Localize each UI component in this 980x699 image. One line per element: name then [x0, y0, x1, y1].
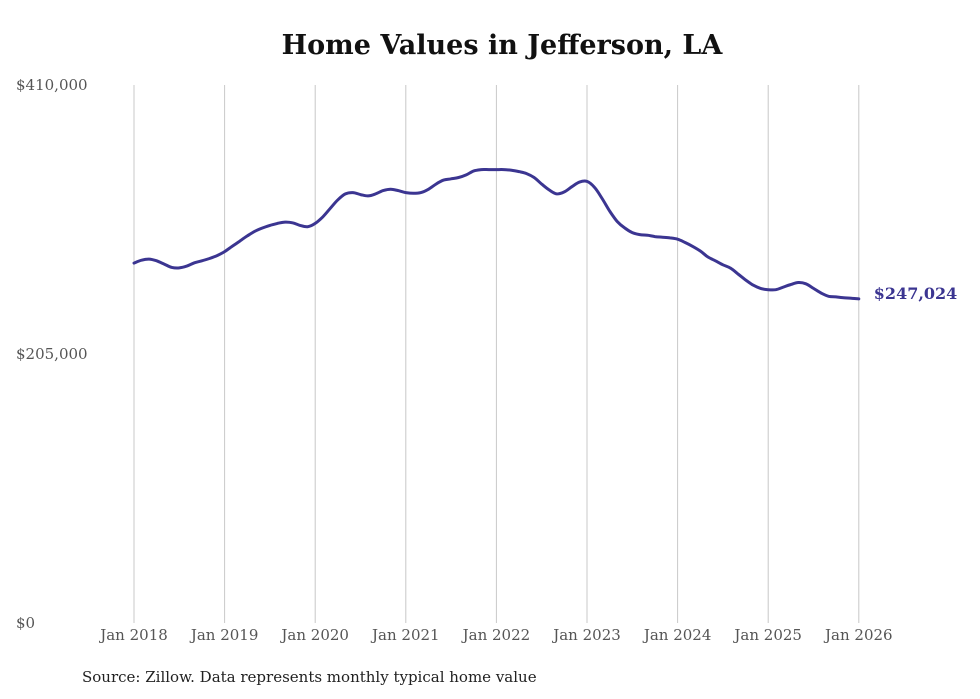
gridlines — [133, 85, 860, 623]
source-note: Source: Zillow. Data represents monthly … — [82, 668, 537, 686]
x-tick-label: Jan 2019 — [189, 626, 259, 644]
x-axis-ticks: Jan 2018 Jan 2019 Jan 2020 Jan 2021 Jan 2022… — [98, 626, 892, 644]
x-tick-label: Jan 2020 — [279, 626, 349, 644]
x-tick-label: Jan 2025 — [732, 626, 802, 644]
x-tick-label: Jan 2021 — [370, 626, 440, 644]
chart-title: Home Values in Jefferson, LA — [281, 30, 723, 61]
y-tick-label: $0 — [16, 614, 35, 632]
x-tick-label: Jan 2018 — [98, 626, 168, 644]
y-tick-label: $205,000 — [16, 345, 88, 363]
series-line — [132, 168, 861, 301]
end-value-label: $247,024 — [874, 284, 958, 303]
x-tick-label: Jan 2023 — [551, 626, 621, 644]
x-tick-label: Jan 2024 — [642, 626, 712, 644]
x-tick-label: Jan 2022 — [461, 626, 531, 644]
y-axis-ticks: $0 $205,000 $410,000 — [16, 76, 88, 632]
y-tick-label: $410,000 — [16, 76, 88, 94]
series-layer: $247,024 — [132, 168, 958, 303]
x-tick-label: Jan 2026 — [823, 626, 893, 644]
